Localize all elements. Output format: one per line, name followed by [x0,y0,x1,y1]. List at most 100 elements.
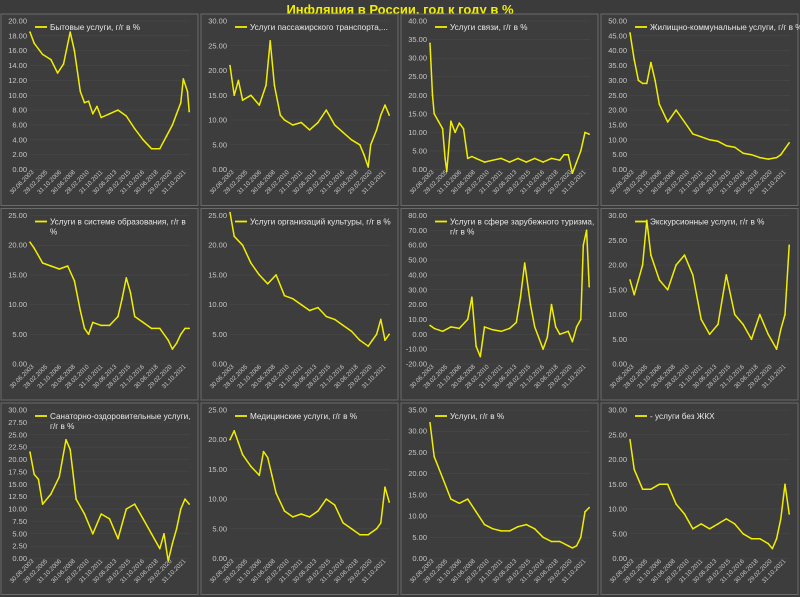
panel-4-data-point [33,247,35,249]
panel-3-data-point [641,82,644,85]
panel-5-y-tick: 5.00 [212,330,227,339]
panel-0-data-point [125,115,128,117]
panel-10-data-point [433,455,436,458]
panel-9-data-point [375,528,378,530]
panel-9-data-point [258,474,261,477]
panel-11-data-point [784,483,786,486]
panel-4-legend-line: % [50,228,57,237]
panel-10-data-point [575,545,578,547]
panel-10-data-point [466,498,469,500]
panel-0-data-point [165,135,168,137]
panel-2-data-point [525,161,528,163]
panel-11-y-tick: 10.00 [608,505,627,514]
panel-8-data-point [167,560,169,562]
panel-11-data-point [708,528,711,530]
panel-3-y-tick: 0.00 [612,165,627,174]
panel-10-data-point [517,525,519,528]
panel-5-data-point [266,283,269,285]
panel-7-data-point [759,313,761,316]
panel-6-data-point [550,303,553,306]
panel-2-data-point [466,157,469,160]
panel-2-y-tick: 0.00 [412,165,427,174]
panel-6-y-tick: -20.00 [406,360,427,369]
panel-0-data-point [92,113,94,115]
panel-9-data-point [388,501,391,503]
panel-2-y-tick: 10.00 [408,128,427,137]
panel-7-data-point [767,333,769,336]
panel-9-data-point [333,504,336,506]
panel-9-data-point [367,533,370,536]
panel-7-series-line [629,219,790,350]
panel-6-data-point [479,355,482,358]
panel-6-data-point [571,340,574,343]
panel-1-data-point [300,121,303,124]
panel-9-data-point [241,453,244,456]
panel-0-data-point [50,58,52,61]
panel-6-data-point [585,229,588,232]
panel-5-data-point [384,339,386,342]
panel-8-y-tick: 12.50 [8,492,27,501]
panel-5-data-point [250,262,252,264]
panel-0-y-tick: 8.00 [12,106,27,115]
panel-7-data-point [650,254,652,256]
panel-5-data-point [241,244,244,246]
panel-0-y-tick: 14.00 [8,61,27,70]
panel-8-data-point [108,518,111,520]
panel-1-data-point [367,166,370,168]
panel-8-data-point [171,542,174,545]
panel-10-data-point [492,528,494,530]
panel-7-y-tick: 20.00 [608,261,627,270]
panel-10-data-point [588,506,590,509]
panel-5-y-tick: 20.00 [208,241,227,250]
panel-5-data-point [375,333,378,336]
panel-7-data-point [641,264,644,266]
panel-8-data-point [29,451,31,453]
panel-3-data-point [750,153,753,156]
panel-0-y-tick: 16.00 [8,46,27,55]
panel-7-y-tick: 30.00 [608,211,627,220]
panel-10-data-point [441,477,444,479]
panel-10-y-tick: 15.00 [408,490,427,499]
panel-4-data-point [184,327,186,330]
panel-5-data-point [325,315,328,318]
panel-2-legend: Услуги связи, г/г в % [450,23,528,32]
panel-5-legend: Услуги организаций культуры, г/г в % [250,218,391,227]
panel-2-data-point [517,157,519,160]
panel-11-y-tick: 20.00 [608,455,627,464]
panel-9-data-point [325,498,328,500]
panel-4-data-point [133,315,136,318]
panel-8-y-tick: 15.00 [8,480,27,489]
panel-4-data-point [167,339,169,342]
panel-3-data-point [775,156,778,159]
panel-9-y-tick: 5.00 [212,524,227,533]
panel-3-data-point [767,158,769,160]
panel-0-data-point [96,105,98,108]
panel-8-data-point [150,533,153,535]
panel-10-y-tick: 10.00 [408,512,427,521]
panel-11-data-point [641,488,644,491]
panel-4-data-point [175,342,178,345]
panel-10-data-point [483,523,486,526]
panel-8-data-point [163,533,165,535]
panel-6-legend: Услуги в сфере зарубежного туризма, г/г в… [450,218,594,237]
panel-9-data-point [275,492,277,495]
panel-3-data-point [784,147,786,150]
panel-1-data-point [375,129,378,131]
panel-1-y-tick: 25.00 [208,41,227,50]
panel-1-data-point [279,114,282,116]
panel-10-data-point [458,502,461,505]
panel-2-data-point [433,113,436,115]
panel-0-y-tick: 20.00 [8,17,27,26]
panel-2-y-tick: 20.00 [408,91,427,100]
panel-4-data-point [66,265,69,267]
panel-7-data-point [750,338,753,341]
panel-1-data-point [229,64,231,67]
panel-11-data-point [683,513,686,515]
panel-5-data-point [300,303,303,306]
panel-4-y-tick: 25.00 [8,211,27,220]
panel-3-y-tick: 45.00 [608,31,627,40]
panel-8-data-point [41,503,44,505]
panel-1-data-point [384,104,386,106]
panel-1-data-point [333,124,336,126]
panel-3-data-point [654,79,656,82]
